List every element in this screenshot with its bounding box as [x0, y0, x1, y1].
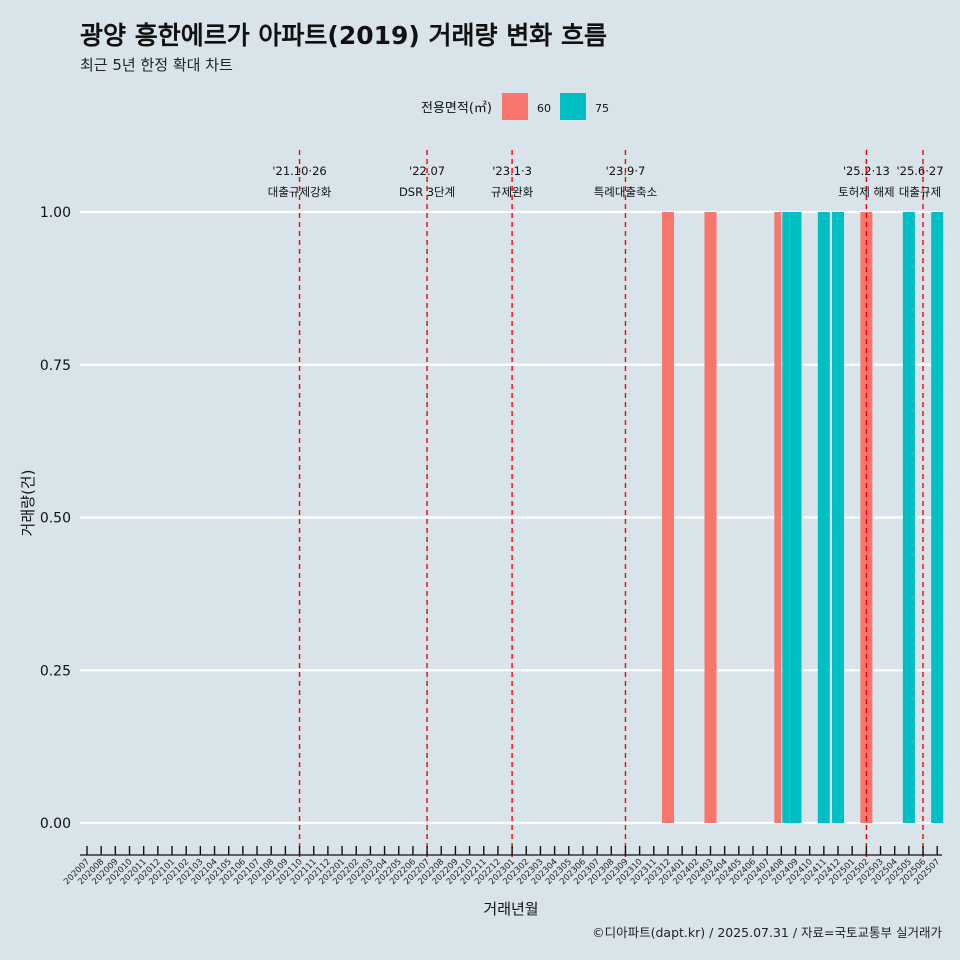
annotation-date: '22.07: [409, 164, 445, 178]
legend-title: 전용면적(㎡): [421, 101, 492, 116]
annotation-label: 특례대출축소: [594, 185, 657, 199]
y-axis-label: 거래량(건): [19, 470, 37, 537]
bar-202409-75: [789, 212, 802, 823]
annotation-date: '23.1·3: [492, 164, 532, 178]
bar-202505-75: [902, 212, 915, 823]
bar-202403-60: [704, 212, 717, 823]
legend-swatch-60: [502, 93, 528, 120]
x-axis: 2020072020082020092020102020112020122021…: [62, 846, 942, 887]
legend: 전용면적(㎡) 60 75: [421, 93, 609, 120]
annotation-date: '23.9·7: [606, 164, 646, 178]
legend-label-60: 60: [537, 102, 551, 115]
y-tick-label: 1.00: [40, 205, 71, 221]
y-tick-label: 0.75: [40, 358, 71, 374]
bar-202411-75: [817, 212, 830, 823]
annotation-date: '25.2·13: [843, 164, 890, 178]
bar-202502-60: [860, 212, 873, 823]
y-axis: 0.00 0.25 0.50 0.75 1.00: [40, 205, 71, 832]
x-axis-label: 거래년월: [483, 900, 538, 918]
annotation-label: 규제완화: [491, 185, 534, 199]
grid-lines: [80, 210, 942, 825]
bar-202408-75: [782, 212, 790, 823]
y-tick-label: 0.00: [40, 816, 71, 832]
legend-label-75: 75: [595, 102, 609, 115]
bar-202412-75: [832, 212, 845, 823]
annotation-label: 토허제 해제: [838, 185, 895, 199]
chart-title: 광양 흥한에르가 아파트(2019) 거래량 변화 흐름: [80, 21, 607, 50]
annotation-label: 대출규제강화: [268, 185, 332, 199]
annotation-date: '21.10·26: [272, 164, 326, 178]
chart-subtitle: 최근 5년 한정 확대 차트: [80, 56, 233, 74]
annotation-lines: '21.10·26 대출규제강화 '22.07 DSR 3단계 '23.1·3 규제완화 '…: [268, 150, 944, 857]
bar-202408-60: [774, 212, 782, 823]
y-tick-label: 0.50: [40, 511, 71, 527]
bar-202507-75: [931, 212, 944, 823]
bar-series: [661, 212, 944, 823]
y-tick-label: 0.25: [40, 663, 71, 679]
annotation-date: '25.6·27: [896, 164, 943, 178]
annotation-label: DSR 3단계: [399, 185, 455, 199]
annotation-label: 대출규제: [899, 185, 941, 199]
chart-caption: ©디아파트(dapt.kr) / 2025.07.31 / 자료=국토교통부 실…: [592, 925, 942, 940]
legend-swatch-75: [560, 93, 586, 120]
bar-202312-60: [661, 212, 674, 823]
